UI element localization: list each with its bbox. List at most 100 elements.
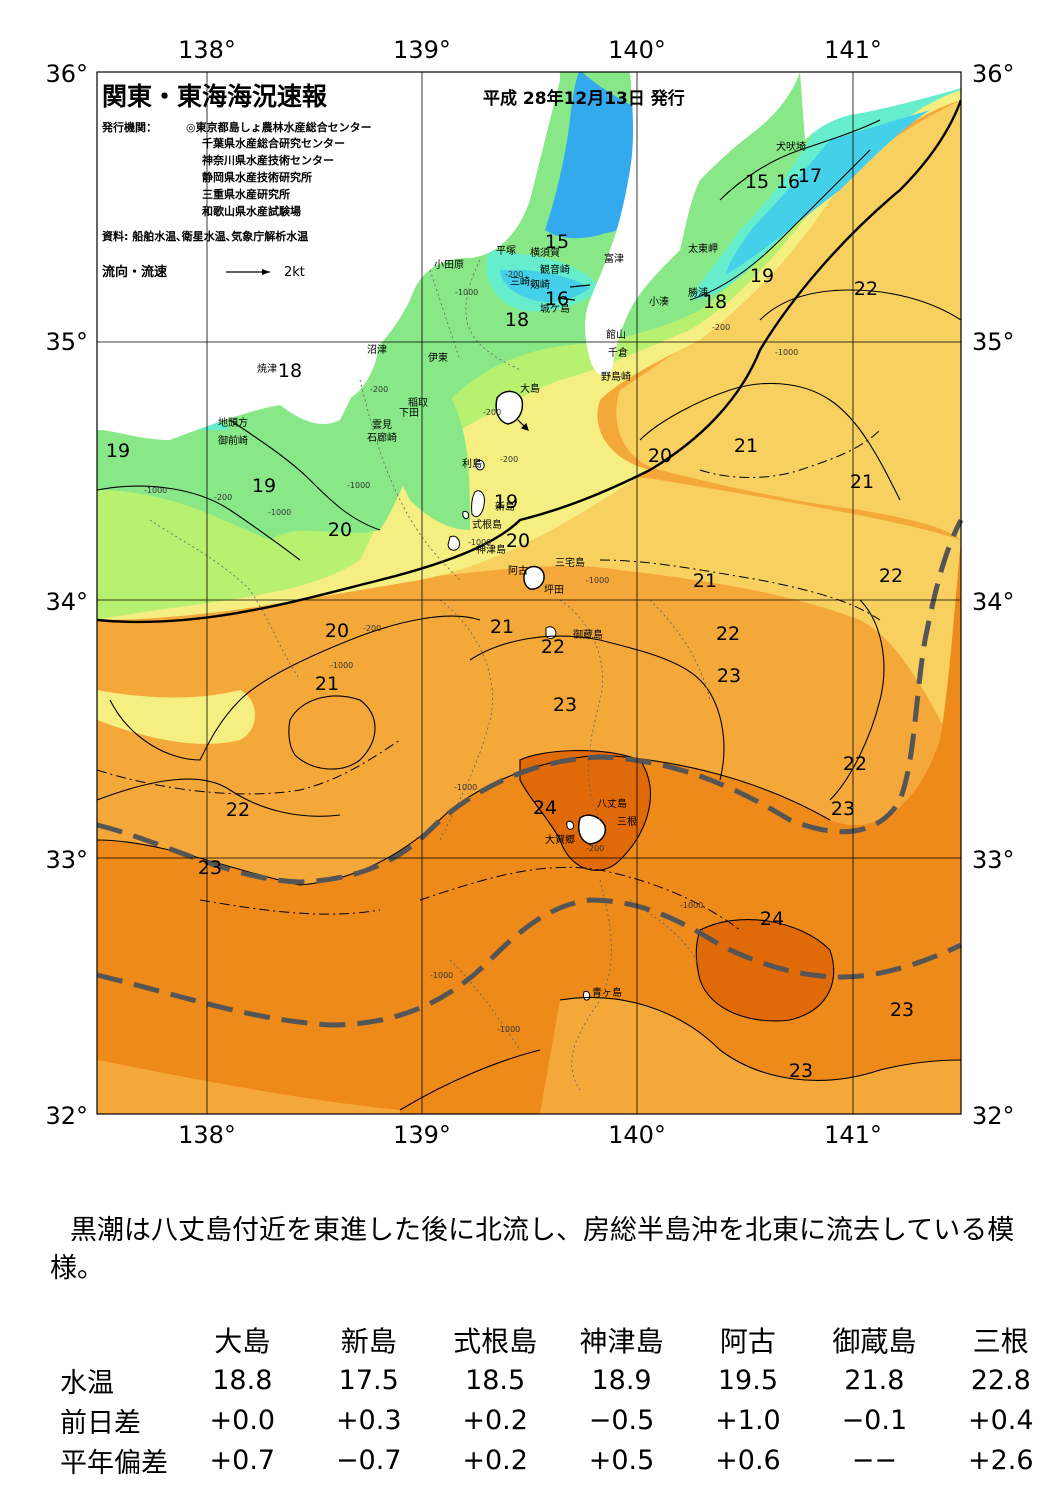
table-cell: +2.6 [967, 1444, 1034, 1476]
table-cell: −− [851, 1444, 897, 1476]
isotherm-label: 19 [106, 440, 130, 462]
place-label: 青ヶ島 [592, 986, 622, 999]
station-temperature-table: 大島 新島 式根島 神津島 阿古 御蔵島 三根 水温 18.8 17.5 18.… [60, 1320, 1064, 1480]
column-header: 神津島 [579, 1325, 664, 1358]
map-title: 関東・東海海況速報 [102, 82, 328, 111]
isotherm-label: 20 [328, 519, 352, 541]
lat-label: 32° [45, 1102, 88, 1130]
isotherm-label: 18 [278, 360, 302, 382]
band-21-22-mid [97, 477, 961, 760]
isotherm-label: 21 [693, 570, 717, 592]
place-label: 三根 [617, 815, 637, 828]
honshu-west-land [97, 72, 560, 440]
isotherm-label: 18 [703, 291, 727, 313]
depth-label: -200 [363, 624, 381, 633]
table-cell: 21.8 [844, 1364, 905, 1396]
place-label: 大賀郷 [545, 833, 575, 846]
lon-label: 141° [824, 1121, 882, 1149]
issuer-item: 千葉県水産総合研究センター [202, 136, 345, 150]
toshima-island [475, 459, 485, 471]
isotherm-label: 22 [854, 278, 878, 300]
column-header: 大島 [214, 1325, 271, 1358]
table-cell: 19.5 [717, 1364, 778, 1396]
isotherm-label: 22 [843, 753, 867, 775]
table-cell: −0.1 [841, 1404, 908, 1436]
table-cell: 18.5 [465, 1364, 526, 1396]
band-22-23-southeast [540, 997, 961, 1114]
lat-label: 35° [45, 328, 88, 356]
column-header: 御蔵島 [832, 1325, 917, 1358]
depth-label: -1000 [454, 783, 477, 792]
isotherm-label: 16 [776, 171, 800, 193]
isotherm-label: 24 [533, 797, 557, 819]
table-row: 前日差 +0.0 +0.3 +0.2 −0.5 +1.0 −0.1 +0.4 [60, 1400, 1064, 1440]
place-label: 横須賀 [530, 246, 560, 259]
place-label: 八丈島 [597, 797, 627, 810]
lat-label: 34° [972, 588, 1015, 616]
map-svg: 138° 139° 140° 141° 138° 139° 140° 141° … [45, 36, 1015, 1149]
place-label: 伊東 [428, 351, 448, 364]
isotherm-label: 15 [545, 231, 569, 253]
place-label: 太東岬 [688, 242, 718, 255]
row-header: 水温 [60, 1367, 114, 1399]
hachijojima-island [578, 814, 607, 845]
current-arrow-icon [569, 284, 591, 288]
current-vectors [517, 284, 591, 431]
place-label: 沼津 [367, 343, 387, 356]
place-label: 御前崎 [218, 434, 248, 447]
depth-label: -1000 [775, 348, 798, 357]
depth-label: -200 [505, 270, 523, 279]
data-sources: 資料: 船舶水温､衛星水温､気象庁解析水温 [102, 229, 308, 243]
graticule [97, 72, 961, 1114]
arrowhead-icon [520, 422, 529, 431]
land [97, 72, 961, 1001]
kuroshio-main-axis [96, 518, 964, 885]
band-16-17-sagami [500, 270, 590, 303]
depth-label: -200 [712, 323, 730, 332]
table-cell: 22.8 [970, 1364, 1031, 1396]
kozushima-island [447, 535, 460, 551]
bathymetry-labels: -200 -1000 -200 -1000 -200 -1000 -200 -1… [144, 270, 798, 1034]
table-row: 水温 18.8 17.5 18.5 18.9 19.5 21.8 22.8 [60, 1360, 1064, 1400]
place-label: 利島 [462, 457, 482, 470]
isotherm-label: 24 [760, 908, 784, 930]
lat-label: 35° [972, 328, 1015, 356]
place-label: 石廊崎 [367, 431, 397, 444]
band-21-22-north [97, 72, 961, 540]
depth-label: -200 [500, 455, 518, 464]
izu-peninsula [316, 314, 378, 402]
issuer-item: 和歌山県水産試験場 [202, 204, 301, 218]
table-cell: +0.5 [588, 1444, 655, 1476]
row-header: 平年偏差 [60, 1447, 168, 1479]
isotherm-label: 19 [750, 265, 774, 287]
isotherm-label: 23 [553, 694, 577, 716]
column-header: 阿古 [719, 1325, 776, 1358]
hachijokojima-island [566, 820, 574, 830]
lon-label: 141° [824, 36, 882, 64]
isotherm-label: 23 [717, 665, 741, 687]
kuroshio-axis [96, 518, 964, 1028]
lon-label: 140° [608, 36, 666, 64]
place-name-labels: 犬吠埼 太東岬 勝浦 小湊 富津 横須賀 観音崎 剱崎 三崎 城ケ島 平塚 小田… [218, 140, 806, 999]
lon-label: 139° [393, 1121, 451, 1149]
kuroshio-south-axis [96, 897, 963, 1028]
depth-label: -1000 [455, 288, 478, 297]
map-header-block: 関東・東海海況速報 平成 28年12月13日 発行 発行機関： ◎東京都島しょ農… [101, 82, 685, 280]
place-label: 稲取 [408, 397, 428, 409]
isotherm-label: 18 [505, 309, 529, 331]
issuer-item: 静岡県水産技術研究所 [202, 170, 312, 184]
niijima-island [471, 490, 485, 518]
isotherm-label: 15 [745, 171, 769, 193]
depth-label: -200 [483, 408, 501, 417]
shikinejima-island [462, 511, 470, 520]
table-cell: −0.5 [588, 1404, 655, 1436]
isotherm-label: 22 [226, 799, 250, 821]
lat-label: 36° [45, 60, 88, 88]
place-label: 焼津 [257, 363, 277, 375]
place-label: 大島 [520, 382, 540, 395]
table-cell: +0.2 [462, 1404, 528, 1436]
place-label: 地頭方 [218, 416, 248, 429]
column-header: 式根島 [453, 1325, 538, 1358]
lat-label: 33° [972, 846, 1015, 874]
depth-label: -200 [586, 844, 604, 853]
